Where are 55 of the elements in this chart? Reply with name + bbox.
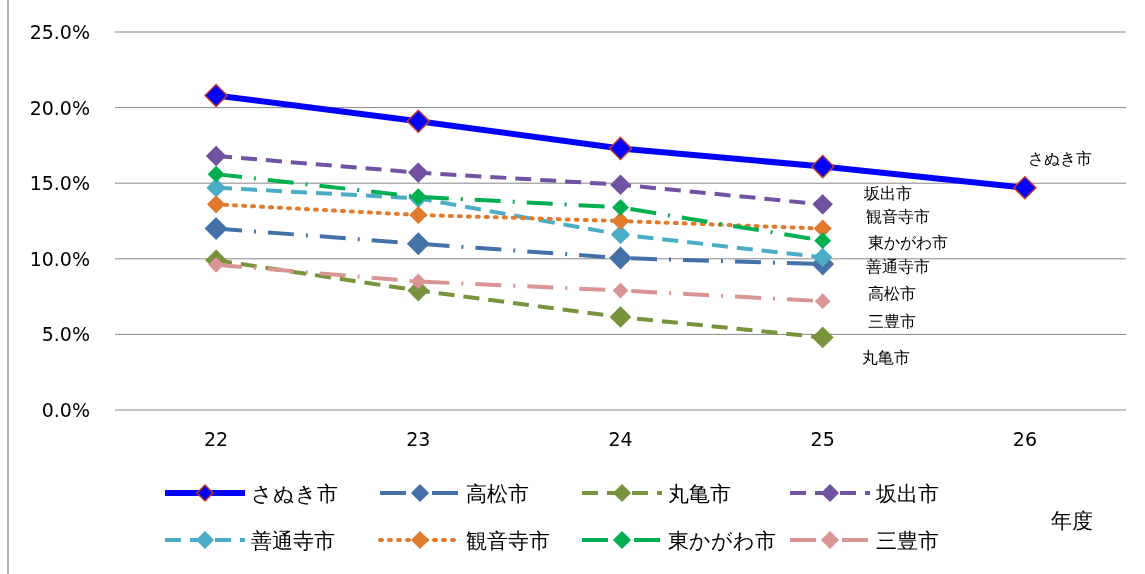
- point: [608, 136, 633, 161]
- point: [407, 232, 430, 255]
- point: [612, 199, 629, 216]
- point: [610, 174, 631, 195]
- legend-label: 善通寺市: [251, 529, 335, 553]
- point: [812, 194, 833, 215]
- annotation: 東かがわ市: [868, 233, 948, 252]
- legend-label: 高松市: [466, 482, 529, 506]
- y-tick-label: 5.0%: [41, 323, 90, 346]
- point: [609, 306, 632, 328]
- x-tick-label: 25: [810, 428, 835, 450]
- legend-label: 観音寺市: [466, 529, 550, 553]
- point: [815, 293, 831, 309]
- point: [1013, 175, 1037, 200]
- legend-label: さぬき市: [251, 482, 338, 506]
- legend-label: 三豊市: [876, 529, 939, 553]
- x-tick-label: 22: [204, 428, 229, 450]
- legend-label: 東かがわ市: [668, 529, 776, 553]
- point: [814, 232, 831, 249]
- annotation: 三豊市: [868, 312, 916, 331]
- legend-label: 坂出市: [875, 482, 939, 506]
- point: [206, 146, 227, 166]
- point: [204, 83, 228, 108]
- annotation: 坂出市: [863, 184, 912, 203]
- y-tick-label: 25.0%: [29, 21, 90, 43]
- x-tick-label: 24: [608, 428, 633, 450]
- legend-label: 丸亀市: [668, 482, 731, 506]
- y-tick-label: 15.0%: [29, 172, 90, 195]
- point: [813, 247, 833, 267]
- point: [208, 257, 224, 273]
- annotation: さぬき市: [1028, 149, 1092, 168]
- point: [612, 283, 629, 299]
- x-tick-label: 26: [1012, 428, 1037, 450]
- annotation: 丸亀市: [862, 348, 910, 367]
- y-tick-label: 20.0%: [29, 96, 90, 119]
- point: [409, 206, 428, 224]
- point: [204, 217, 228, 240]
- point: [408, 162, 429, 183]
- point: [611, 212, 630, 230]
- point: [207, 165, 225, 183]
- point: [207, 195, 225, 214]
- annotation: 善通寺市: [866, 257, 930, 276]
- annotation: 観音寺市: [866, 207, 930, 226]
- point: [609, 246, 632, 270]
- point: [410, 273, 426, 290]
- point: [406, 109, 431, 133]
- x-tick-label: 23: [406, 428, 431, 450]
- annotation: 高松市: [868, 284, 916, 303]
- point: [810, 154, 835, 179]
- point: [206, 178, 226, 198]
- y-tick-label: 10.0%: [29, 247, 90, 270]
- point: [611, 225, 630, 244]
- point: [812, 326, 834, 348]
- y-tick-label: 0.0%: [41, 399, 90, 421]
- x-axis-title: 年度: [1051, 509, 1093, 533]
